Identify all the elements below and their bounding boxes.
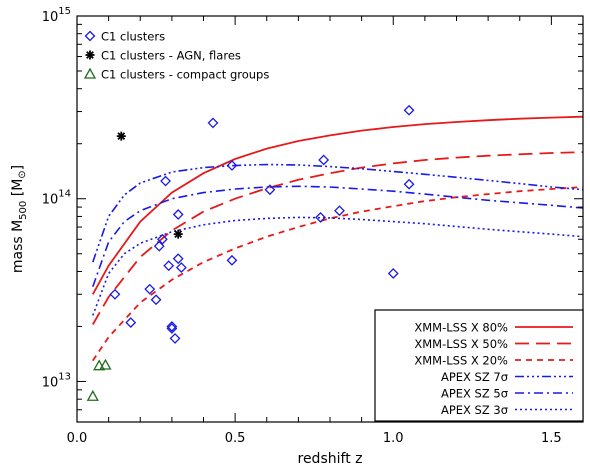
diamond-marker [207, 117, 219, 129]
diamond-marker [172, 209, 184, 220]
x-tick-label: 1.0 [383, 431, 404, 446]
legends: C1 clusters C1 clusters - AGN, flares C1 c… [83, 30, 584, 422]
diamond-marker [125, 317, 137, 329]
diamond-marker [109, 288, 121, 300]
diamond-marker [144, 283, 156, 295]
y-tick-label: 1013 [42, 371, 71, 390]
legend-label: APEX SZ 7σ [441, 370, 508, 384]
x-tick-label: 0.5 [225, 431, 246, 446]
y-tick-label: 1014 [42, 189, 71, 208]
curve-apex-sz-3- [92, 216, 584, 316]
curve-xmm-lss-x-20- [92, 186, 584, 362]
curve-xmm-lss-x-50- [92, 151, 584, 325]
legend-label: XMM-LSS X 80% [414, 321, 508, 335]
triangle-marker [99, 358, 112, 370]
legend-label: XMM-LSS X 50% [414, 337, 508, 351]
legend-diamond-marker [84, 30, 96, 42]
scatter-legend: C1 clusters C1 clusters - AGN, flares C1 c… [83, 30, 269, 82]
y-axis-label: mass M500 [M⊙] [10, 165, 29, 273]
diamond-marker [175, 262, 187, 273]
model-curves [92, 115, 584, 362]
line-legend-box [374, 309, 584, 422]
legend-label: APEX SZ 3σ [441, 403, 508, 417]
diamond-marker [150, 294, 162, 306]
legend-label: APEX SZ 5σ [441, 387, 508, 401]
triangle-marker [93, 359, 106, 371]
y-tick-label: 1015 [42, 6, 71, 25]
diamond-marker [403, 178, 415, 190]
x-axis-label: redshift z [298, 451, 363, 467]
diamond-marker [226, 254, 238, 266]
diamond-marker [226, 160, 238, 171]
asterisk-marker [116, 131, 126, 141]
legend-asterisk-marker [85, 50, 95, 60]
diamond-marker [166, 323, 178, 334]
asterisk-marker [173, 229, 183, 239]
diamond-marker [403, 104, 415, 116]
curve-apex-sz-5- [92, 185, 584, 287]
diamond-marker [172, 253, 184, 265]
diamond-marker [387, 268, 399, 279]
diamond-marker [318, 154, 330, 166]
line-legend: XMM-LSS X 80% XMM-LSS X 50% XMM-LSS X 20% A… [374, 309, 584, 422]
diamond-marker [163, 260, 175, 272]
axis-ticks: 0.0 0.5 1.0 1.5 1013 1014 1015 [42, 6, 584, 446]
data-points [86, 104, 415, 401]
diamond-marker [156, 233, 168, 245]
diamond-marker [169, 333, 181, 344]
legend-label: XMM-LSS X 20% [414, 354, 508, 368]
diamond-marker [166, 321, 178, 332]
diamond-marker [315, 212, 326, 223]
diamond-marker [334, 205, 345, 217]
diamond-marker [160, 175, 171, 187]
legend-label: C1 clusters - AGN, flares [101, 49, 241, 63]
diamond-marker [264, 184, 276, 196]
legend-label: C1 clusters [101, 30, 165, 44]
x-tick-label: 1.5 [541, 431, 562, 446]
x-tick-label: 0.0 [67, 431, 88, 446]
legend-label: C1 clusters - compact groups [101, 68, 269, 82]
diamond-marker [153, 240, 165, 252]
triangle-marker [86, 389, 99, 401]
legend-triangle-marker [83, 67, 97, 79]
curve-apex-sz-7- [92, 163, 584, 263]
